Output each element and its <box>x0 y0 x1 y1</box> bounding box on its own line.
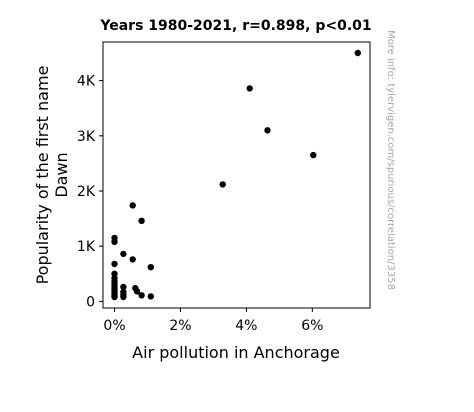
x-tick-label-2: 4% <box>235 318 257 334</box>
data-point-30 <box>138 292 145 299</box>
plot-frame <box>102 41 371 309</box>
data-point-24 <box>120 283 127 291</box>
y-tick-label-4: 4K <box>77 74 96 90</box>
data-point-5 <box>129 202 136 209</box>
y-tick-label-1: 1K <box>77 239 96 255</box>
data-point-2 <box>264 127 271 134</box>
y-tick-label-2: 2K <box>77 184 96 200</box>
y-tick-label-3: 3K <box>77 129 96 145</box>
chart-title: Years 1980-2021, r=0.898, p<0.01 <box>99 18 371 34</box>
data-point-13 <box>111 270 118 277</box>
y-axis: 0 1K 2K 3K 4K <box>77 74 103 310</box>
x-axis: 0% 2% 4% 6% <box>103 308 323 334</box>
data-point-12 <box>147 264 154 271</box>
data-point-29 <box>133 288 141 295</box>
x-tick-label-0: 0% <box>103 318 125 334</box>
data-point-31 <box>147 293 154 300</box>
data-point-0 <box>354 49 361 57</box>
watermark-text: More info: tylervigen.com/spurious/corre… <box>385 30 396 290</box>
data-point-3 <box>310 151 317 159</box>
y-axis-label-line-2: Dawn <box>52 152 71 197</box>
y-tick-label-0: 0 <box>86 294 95 310</box>
x-axis-label: Air pollution in Anchorage <box>132 343 340 362</box>
y-axis-label-line-1: Popularity of the first name <box>33 66 52 285</box>
data-point-23 <box>111 293 118 301</box>
x-tick-label-1: 2% <box>169 318 191 334</box>
data-point-11 <box>111 260 118 268</box>
data-point-6 <box>138 217 145 224</box>
data-points <box>111 49 361 301</box>
data-point-10 <box>129 256 136 263</box>
x-tick-label-3: 6% <box>301 318 323 334</box>
data-point-9 <box>120 250 127 258</box>
data-point-27 <box>120 293 127 301</box>
data-point-8 <box>111 238 118 245</box>
data-point-1 <box>246 85 253 92</box>
data-point-4 <box>219 181 226 188</box>
